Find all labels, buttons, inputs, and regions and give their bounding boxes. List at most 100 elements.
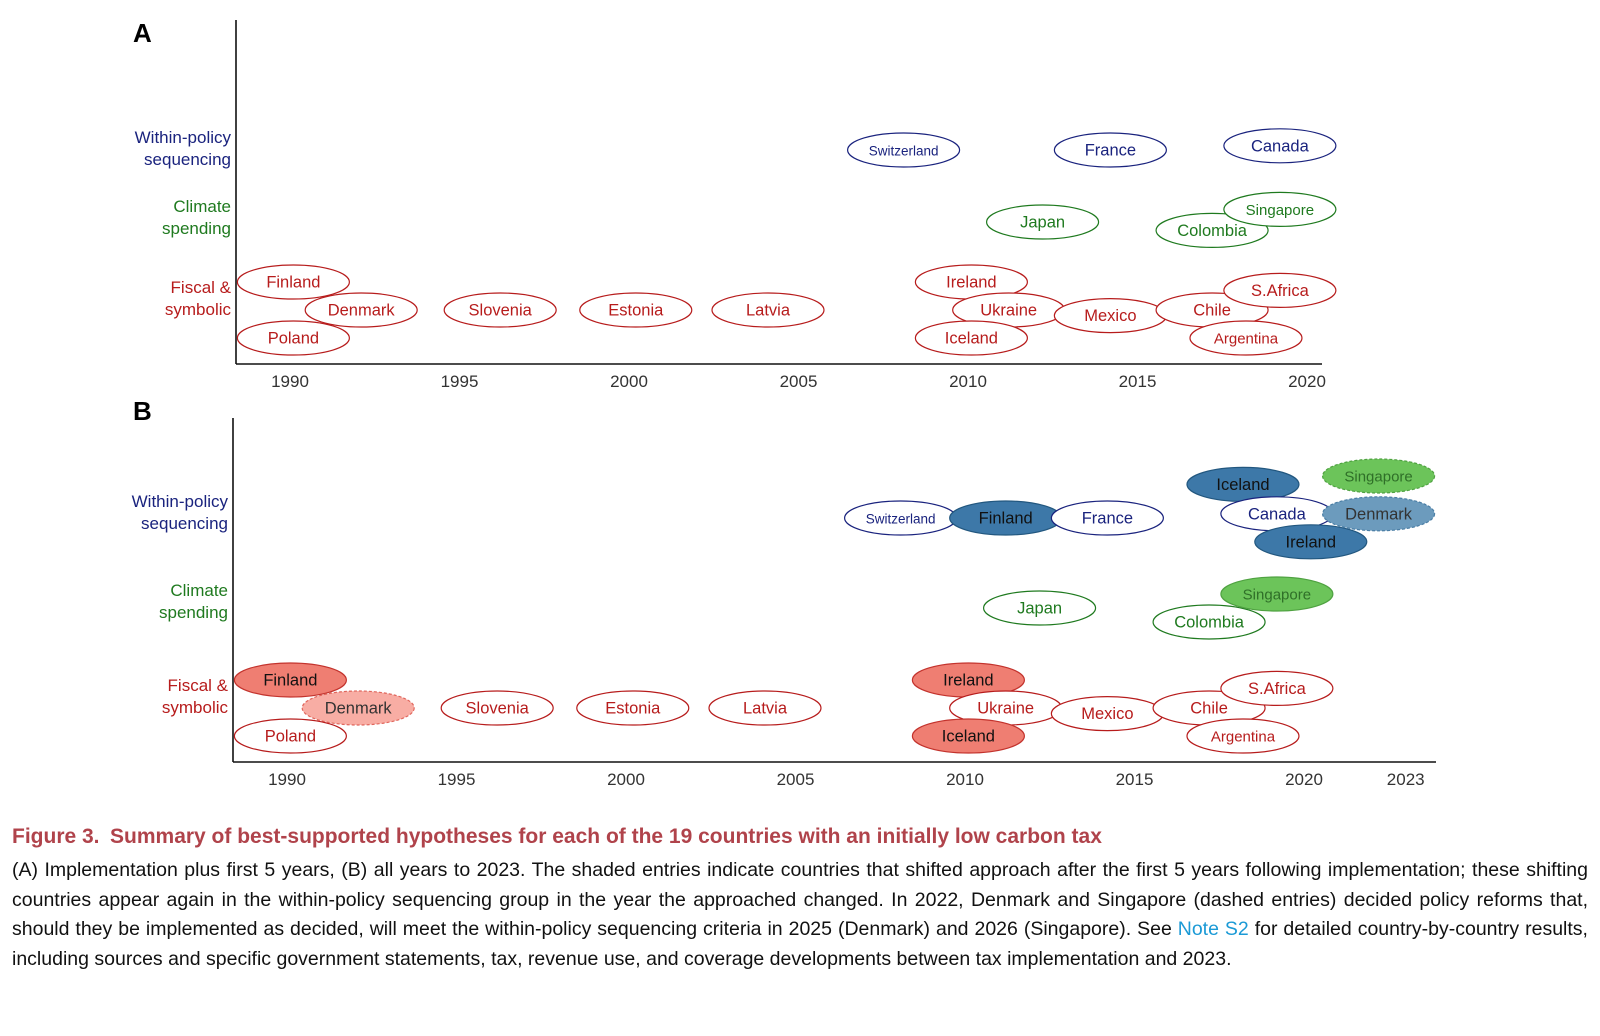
caption-text-part-1: (A) Implementation plus first 5 years, (… bbox=[12, 859, 1588, 940]
country-label: Ukraine bbox=[977, 700, 1034, 718]
country-marker-mexico: Mexico bbox=[1050, 695, 1164, 732]
country-label: Colombia bbox=[1177, 222, 1248, 240]
country-label: France bbox=[1085, 142, 1136, 160]
country-label: Slovenia bbox=[469, 302, 533, 320]
country-ellipse bbox=[1223, 272, 1337, 308]
country-label: Iceland bbox=[942, 728, 995, 746]
country-ellipse bbox=[846, 132, 961, 168]
x-tick-label: 2010 bbox=[946, 770, 984, 789]
country-marker-iceland: Iceland bbox=[1186, 466, 1300, 502]
country-label: Finland bbox=[263, 672, 317, 690]
country-label: Japan bbox=[1017, 600, 1062, 618]
country-marker-estonia: Estonia bbox=[579, 292, 693, 328]
country-label: Estonia bbox=[605, 700, 661, 718]
country-ellipse bbox=[304, 292, 418, 328]
country-marker-japan: Japan bbox=[985, 204, 1100, 240]
figure-caption: Figure 3. Summary of best-supported hypo… bbox=[12, 824, 1588, 974]
category-label-spending: Climate spending bbox=[162, 197, 231, 238]
note-s2-link[interactable]: Note S2 bbox=[1177, 918, 1249, 940]
country-label: Latvia bbox=[743, 700, 788, 718]
category-label-fiscal: Fiscal & symbolic bbox=[165, 278, 232, 319]
country-ellipse bbox=[982, 590, 1097, 626]
country-ellipse bbox=[1321, 496, 1436, 532]
x-tick-label: 1990 bbox=[271, 372, 309, 391]
country-marker-ireland: Ireland bbox=[911, 662, 1025, 698]
country-label: Latvia bbox=[746, 302, 791, 320]
country-marker-france: France bbox=[1050, 500, 1164, 536]
country-ellipse bbox=[579, 292, 693, 328]
country-marker-ireland: Ireland bbox=[914, 264, 1028, 300]
panel-a: A 1990 1995 2000 2005 2010 2015 2020 Within-poli… bbox=[133, 18, 1337, 391]
country-label: Mexico bbox=[1081, 705, 1133, 723]
caption-body: (A) Implementation plus first 5 years, (… bbox=[12, 856, 1588, 974]
country-label: Denmark bbox=[328, 302, 396, 320]
x-tick-label: 2015 bbox=[1119, 372, 1157, 391]
country-marker-slovenia: Slovenia bbox=[440, 690, 554, 726]
category-label-sequencing: Within-policy sequencing bbox=[135, 128, 232, 169]
country-marker-finland: Finland bbox=[236, 264, 350, 300]
x-tick-label: 2010 bbox=[949, 372, 987, 391]
country-ellipse bbox=[233, 662, 347, 698]
country-label: Chile bbox=[1193, 302, 1231, 320]
country-ellipse bbox=[1220, 670, 1334, 707]
country-label: Ireland bbox=[946, 274, 996, 292]
country-label: Mexico bbox=[1084, 307, 1136, 325]
country-ellipse bbox=[443, 292, 557, 328]
country-ellipse bbox=[708, 690, 822, 726]
x-tick-label: 2023 bbox=[1387, 770, 1425, 789]
country-marker-switzerland: Switzerland bbox=[843, 500, 958, 536]
country-marker-slovenia: Slovenia bbox=[443, 292, 557, 328]
country-label: Finland bbox=[979, 510, 1033, 528]
country-ellipse bbox=[1050, 500, 1164, 536]
country-ellipse bbox=[1321, 458, 1436, 494]
country-label: Denmark bbox=[325, 700, 393, 718]
country-label: Denmark bbox=[1345, 505, 1413, 523]
country-ellipse bbox=[1152, 604, 1266, 640]
country-ellipse bbox=[576, 690, 690, 726]
country-label: Singapore bbox=[1246, 202, 1314, 219]
country-ellipse bbox=[711, 292, 825, 328]
country-marker-finland: Finland bbox=[949, 500, 1063, 536]
country-ellipse bbox=[1053, 132, 1167, 168]
country-marker-canada: Canada bbox=[1223, 128, 1337, 164]
country-marker-argentina: Argentina bbox=[1186, 718, 1300, 754]
category-label-spending: Climate spending bbox=[159, 581, 228, 622]
country-label: S.Africa bbox=[1251, 282, 1310, 300]
country-marker-safrica: S.Africa bbox=[1220, 670, 1334, 707]
country-label: Switzerland bbox=[866, 512, 936, 527]
country-label: Switzerland bbox=[869, 144, 939, 159]
country-label: Poland bbox=[268, 330, 319, 348]
country-marker-ireland: Ireland bbox=[1254, 524, 1368, 560]
country-marker-denmark: Denmark bbox=[301, 690, 415, 726]
country-ellipse bbox=[911, 718, 1025, 754]
country-label: Singapore bbox=[1243, 587, 1311, 604]
x-tick-label: 1995 bbox=[441, 372, 479, 391]
panel-b: B 1990 1995 2000 2005 2010 2015 2020 2023 Within-… bbox=[132, 396, 1436, 789]
x-tick-label: 2020 bbox=[1288, 372, 1326, 391]
country-ellipse bbox=[233, 718, 347, 754]
country-label: Singapore bbox=[1344, 469, 1412, 486]
country-label: Colombia bbox=[1174, 614, 1245, 632]
country-marker-singapore: Singapore bbox=[1321, 458, 1436, 494]
country-marker-argentina: Argentina bbox=[1189, 320, 1303, 356]
x-tick-label: 2000 bbox=[607, 770, 645, 789]
country-ellipse bbox=[1223, 128, 1337, 164]
country-ellipse bbox=[1189, 320, 1303, 356]
country-marker-singapore: Singapore bbox=[1220, 576, 1334, 612]
country-marker-singapore: Singapore bbox=[1223, 191, 1337, 227]
country-marker-finland: Finland bbox=[233, 662, 347, 698]
country-ellipse bbox=[914, 320, 1028, 356]
country-label: Canada bbox=[1248, 505, 1307, 523]
country-marker-mexico: Mexico bbox=[1053, 298, 1167, 334]
country-marker-latvia: Latvia bbox=[711, 292, 825, 328]
country-label: Ukraine bbox=[980, 302, 1037, 320]
country-label: Japan bbox=[1020, 214, 1065, 232]
country-label: Canada bbox=[1251, 137, 1310, 155]
category-label-sequencing: Within-policy sequencing bbox=[132, 492, 229, 533]
country-marker-safrica: S.Africa bbox=[1223, 272, 1337, 308]
country-label: S.Africa bbox=[1248, 680, 1307, 698]
country-label: Ireland bbox=[943, 672, 993, 690]
caption-text-part-2: for detailed country-by-country results,… bbox=[12, 918, 1588, 970]
country-marker-latvia: Latvia bbox=[708, 690, 822, 726]
country-marker-ukraine: Ukraine bbox=[952, 292, 1066, 328]
